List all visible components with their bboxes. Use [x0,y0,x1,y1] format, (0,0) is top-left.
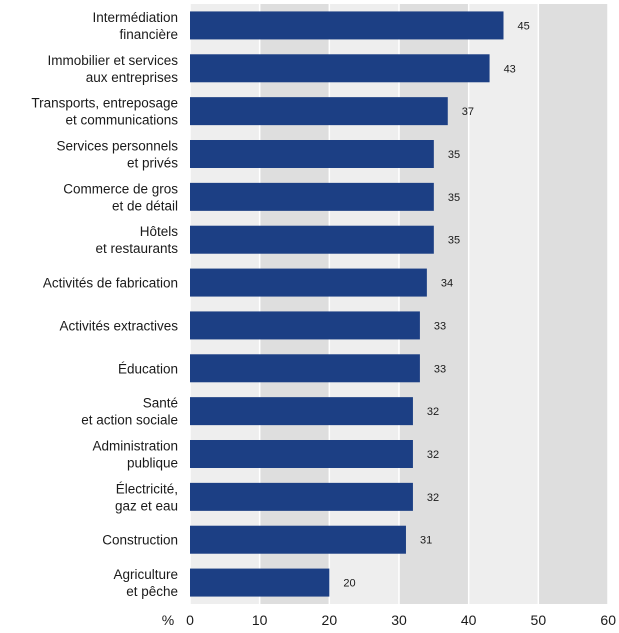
category-labels: Intermédiation financière Immobilier et se… [31,10,178,599]
category-label-line: publique [127,456,178,471]
bar [190,11,504,40]
category-label-line: gaz et eau [115,498,178,513]
bar [190,140,434,168]
category-label: Administration publique [92,439,178,471]
plot-band [329,4,399,604]
category-label-line: et de détail [112,198,178,213]
data-labels: 45 43 37 35 35 35 34 33 33 32 32 32 31 20 [343,20,529,589]
x-tick-label: 20 [322,612,338,628]
x-tick-label: 10 [252,612,268,628]
category-label-line: Construction [102,533,178,548]
data-label: 35 [448,235,460,247]
data-label: 35 [448,192,460,204]
category-label-line: Transports, entreposage [31,96,178,111]
category-label: Immobilier et services aux entreprises [47,53,178,85]
bar [190,311,420,340]
category-label-line: Commerce de gros [63,181,178,196]
data-label: 43 [504,63,516,75]
category-label-line: financière [119,27,178,42]
data-label: 45 [518,20,530,32]
plot-band [399,4,469,604]
data-label: 33 [434,320,446,332]
category-label: Électricité, gaz et eau [115,481,178,513]
data-label: 34 [441,278,453,290]
x-tick-label: 0 [186,612,194,628]
data-label: 32 [427,492,439,504]
category-label: Services personnels et privés [56,139,178,171]
plot-band [190,4,260,604]
plot-band [468,4,539,604]
data-label: 32 [427,406,439,418]
category-label-line: Activités de fabrication [43,276,178,291]
category-label-line: et pêche [126,584,178,599]
bars [190,11,504,597]
bar [190,54,490,83]
category-label-line: et privés [127,156,178,171]
category-label-line: Services personnels [56,139,178,154]
category-label: Activités extractives [59,318,178,333]
category-label: Intermédiation financière [92,10,178,42]
category-label-line: Hôtels [140,224,179,239]
bar [190,97,448,126]
plot-band [538,4,608,604]
data-label: 20 [343,578,355,590]
data-label: 35 [448,149,460,161]
bar [190,482,413,511]
x-tick-label: 40 [461,612,477,628]
category-label-line: Activités extractives [59,318,178,333]
category-label-line: et action sociale [81,413,178,428]
data-label: 33 [434,363,446,375]
x-tick-label: 60 [600,612,616,628]
category-label-line: Agriculture [113,567,178,582]
bar [190,268,427,297]
category-label: Construction [102,533,178,548]
bar [190,440,413,468]
category-label-line: Administration [92,439,178,454]
category-label: Santé et action sociale [81,396,178,428]
bar [190,397,413,426]
bar [190,525,406,554]
x-tick-label: 30 [391,612,407,628]
bar [190,182,434,211]
category-label-line: Immobilier et services [47,53,178,68]
category-label: Éducation [118,361,178,376]
x-axis: 0 10 20 30 40 50 60% [162,612,616,628]
category-label-line: aux entreprises [86,70,179,85]
category-label: Transports, entreposage et communications [31,96,178,128]
category-label-line: et communications [65,113,178,128]
category-label-line: Santé [143,396,178,411]
bar [190,225,434,254]
category-label-line: et restaurants [95,241,178,256]
category-label: Hôtels et restaurants [95,224,178,256]
category-label: Agriculture et pêche [113,567,178,599]
x-unit-label: % [162,612,174,628]
bar [190,354,420,383]
category-label-line: Éducation [118,361,178,376]
category-label-line: Intermédiation [92,10,178,25]
category-label: Commerce de gros et de détail [63,181,178,213]
x-tick-label: 50 [531,612,547,628]
plot-band [259,4,330,604]
category-label-line: Électricité, [116,481,178,496]
bar [190,568,330,597]
category-label: Activités de fabrication [43,276,178,291]
data-label: 37 [462,106,474,118]
data-label: 31 [420,535,432,547]
data-label: 32 [427,449,439,461]
